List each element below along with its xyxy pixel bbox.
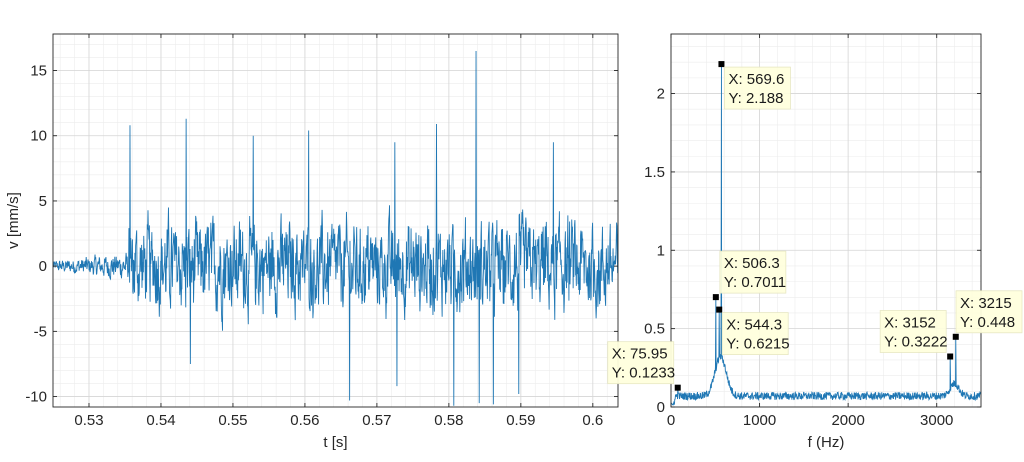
datatip-marker bbox=[947, 353, 954, 360]
datatip-box bbox=[719, 250, 787, 294]
datatip: X: 544.3 Y: 0.6215 bbox=[716, 306, 790, 355]
datatip: X: 3215 Y: 0.448 bbox=[952, 290, 1023, 340]
datatip-box bbox=[724, 66, 791, 110]
spectrum-chart-xtick-label: 1000 bbox=[743, 412, 776, 429]
time-chart-xtick-label: 0.53 bbox=[74, 412, 103, 429]
time-chart-xtick-label: 0.54 bbox=[146, 412, 175, 429]
time-chart-xtick-label: 0.6 bbox=[582, 412, 603, 429]
time-chart-xtick-label: 0.56 bbox=[290, 412, 319, 429]
time-chart-xlabel: t [s] bbox=[323, 434, 347, 451]
datatip-marker bbox=[718, 61, 725, 68]
datatip-y-text: Y: 0.7011 bbox=[724, 274, 786, 291]
spectrum-chart-xtick-label: 2000 bbox=[831, 412, 864, 429]
time-chart-ytick-label: 15 bbox=[30, 63, 47, 80]
spectrum-chart-xtick-label: 0 bbox=[667, 412, 675, 429]
datatip-x-text: X: 3215 bbox=[960, 295, 1012, 312]
datatip-x-text: X: 569.6 bbox=[728, 71, 784, 88]
time-signal-line bbox=[53, 50, 618, 406]
datatip-box bbox=[955, 290, 1023, 334]
datatip: X: 506.3 Y: 0.7011 bbox=[712, 250, 787, 301]
spectrum-chart-ytick-label: 1.5 bbox=[644, 164, 665, 181]
spectrum-chart-xlabel: f (Hz) bbox=[808, 434, 845, 451]
time-chart-xtick-label: 0.58 bbox=[434, 412, 463, 429]
datatip-x-text: X: 75.95 bbox=[612, 346, 668, 363]
time-chart-ytick-label: 0 bbox=[39, 258, 47, 275]
time-chart-xtick-label: 0.57 bbox=[362, 412, 391, 429]
datatip-box bbox=[721, 312, 789, 355]
time-chart-axes-box bbox=[52, 33, 619, 408]
time-chart-ytick-label: -10 bbox=[25, 389, 47, 406]
spectrum-chart-ytick-label: 1 bbox=[657, 242, 665, 259]
datatip-y-text: Y: 0.6215 bbox=[726, 336, 789, 353]
time-chart-plot-area bbox=[53, 34, 618, 407]
datatip-layer: X: 569.6 Y: 2.188 X: 506.3 Y: 0.7011 X: 544.… bbox=[607, 61, 1023, 391]
datatip-marker bbox=[952, 333, 959, 340]
time-chart-axis-decor: 0.53 0.54 0.55 0.56 0.57 0.58 0.59 0.6 -10 -5 0 5 10… bbox=[5, 33, 619, 451]
time-chart-axes bbox=[53, 34, 618, 407]
time-chart-xtick-label: 0.55 bbox=[218, 412, 247, 429]
datatip-y-text: Y: 2.188 bbox=[728, 90, 783, 107]
time-chart-ytick-label: 10 bbox=[30, 128, 47, 145]
datatip-y-text: Y: 0.3222 bbox=[884, 334, 947, 351]
time-chart-ylabel: v [mm/s] bbox=[5, 192, 22, 249]
spectrum-chart-ytick-label: 0.5 bbox=[644, 321, 665, 338]
time-chart-ytick-label: 5 bbox=[39, 193, 47, 210]
datatip-y-text: Y: 0.448 bbox=[960, 314, 1015, 331]
datatip-y-text: Y: 0.1233 bbox=[612, 365, 675, 382]
datatip-x-text: X: 3152 bbox=[884, 315, 936, 332]
spectrum-chart-axes-box bbox=[670, 33, 982, 408]
time-chart-xtick-label: 0.59 bbox=[506, 412, 535, 429]
datatip-box bbox=[879, 310, 947, 353]
datatip: X: 3152 Y: 0.3222 bbox=[879, 310, 954, 360]
spectrum-line bbox=[671, 64, 981, 406]
spectrum-chart-ytick-label: 0 bbox=[657, 399, 665, 416]
datatip-x-text: X: 544.3 bbox=[726, 317, 782, 334]
spectrum-chart-axis-decor: 0 1000 2000 3000 0 0.5 1 1.5 2 f (Hz) bbox=[644, 33, 982, 451]
spectrum-chart-ytick-label: 2 bbox=[657, 86, 665, 103]
datatip-marker bbox=[716, 306, 723, 313]
datatip-marker bbox=[712, 294, 719, 301]
datatip-box bbox=[607, 341, 675, 385]
datatip: X: 569.6 Y: 2.188 bbox=[718, 61, 791, 110]
time-chart-ytick-label: -5 bbox=[34, 323, 47, 340]
spectrum-chart-xtick-label: 3000 bbox=[920, 412, 953, 429]
datatip: X: 75.95 Y: 0.1233 bbox=[607, 341, 681, 391]
datatip-marker bbox=[674, 384, 681, 391]
datatip-x-text: X: 506.3 bbox=[724, 255, 780, 272]
